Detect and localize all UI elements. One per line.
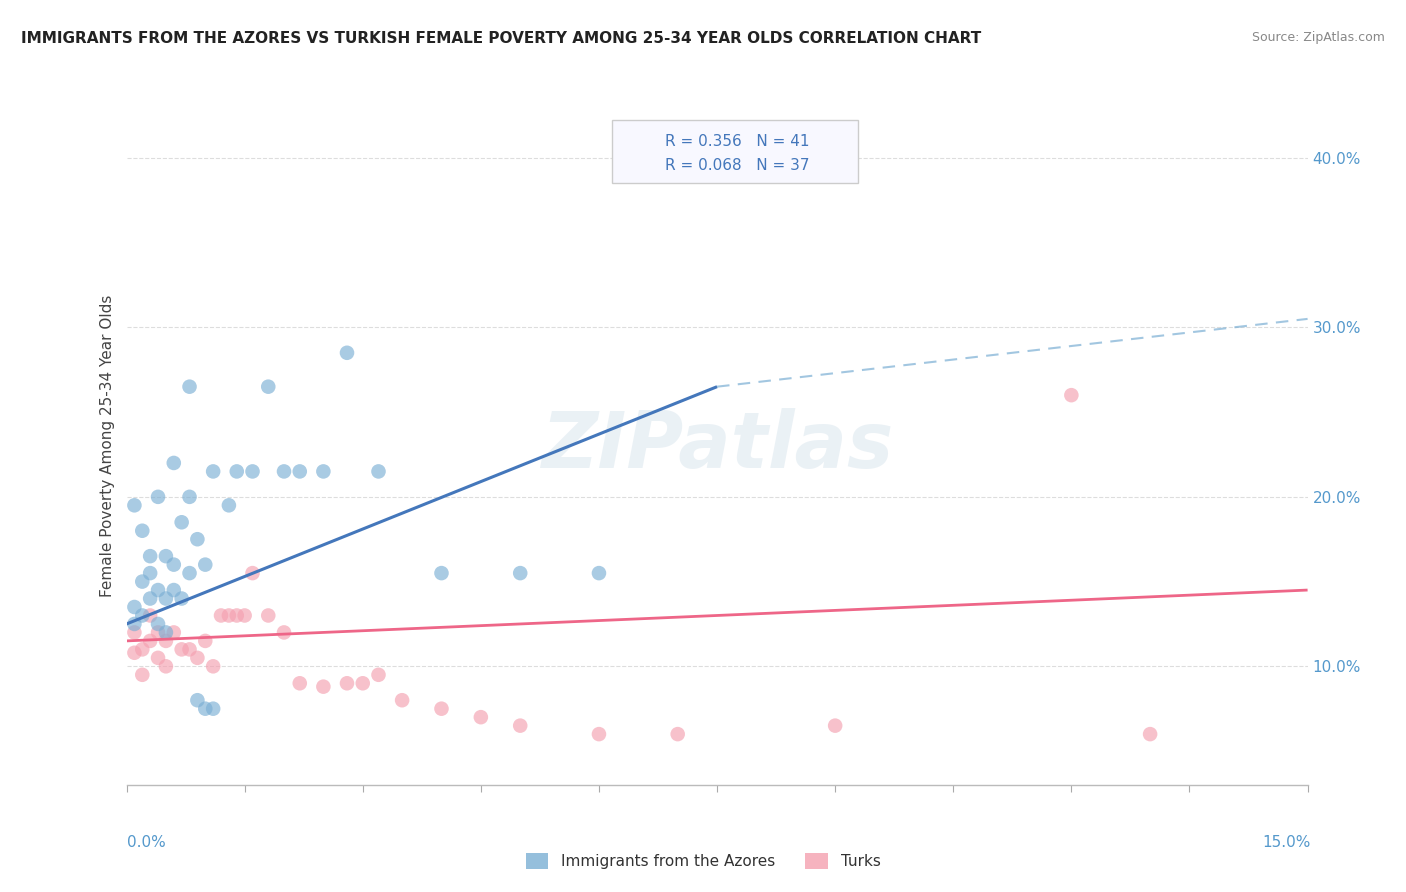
Legend: Immigrants from the Azores, Turks: Immigrants from the Azores, Turks (519, 847, 887, 875)
Point (336, 345, 359, 359)
Point (202, 659, 225, 673)
Point (391, 693, 413, 707)
Point (146, 651, 169, 665)
Point (1139, 727, 1161, 741)
Text: Source: ZipAtlas.com: Source: ZipAtlas.com (1251, 31, 1385, 45)
Point (146, 490, 169, 504)
Point (155, 633, 177, 648)
Point (242, 566, 264, 581)
Point (131, 642, 153, 657)
Point (186, 532, 208, 546)
Point (179, 490, 201, 504)
Point (352, 676, 374, 690)
Point (194, 633, 217, 648)
Point (170, 642, 193, 657)
Point (1060, 388, 1083, 402)
Point (336, 676, 359, 690)
Point (218, 608, 240, 623)
Text: ZIPatlas: ZIPatlas (541, 408, 893, 484)
Point (163, 558, 186, 572)
Point (139, 633, 162, 648)
Point (146, 617, 169, 632)
Point (312, 464, 335, 478)
Point (257, 380, 280, 394)
Point (139, 608, 162, 623)
Point (131, 608, 153, 623)
Point (509, 566, 531, 581)
Point (273, 464, 295, 478)
Point (124, 498, 146, 512)
Point (163, 583, 186, 598)
Point (218, 498, 240, 512)
Point (225, 464, 247, 478)
Point (288, 676, 311, 690)
Y-axis label: Female Poverty Among 25-34 Year Olds: Female Poverty Among 25-34 Year Olds (100, 295, 115, 597)
Point (209, 608, 232, 623)
Point (163, 456, 186, 470)
Point (124, 625, 146, 640)
Point (163, 625, 186, 640)
Point (155, 591, 177, 606)
Point (430, 701, 453, 715)
Point (288, 464, 311, 478)
Point (179, 642, 201, 657)
Point (170, 516, 193, 530)
Point (139, 549, 162, 564)
Point (186, 651, 208, 665)
Point (588, 566, 610, 581)
Text: R = 0.356   N = 41: R = 0.356 N = 41 (665, 135, 810, 149)
Point (367, 667, 389, 681)
Point (139, 566, 162, 581)
Point (131, 667, 153, 681)
Point (194, 701, 217, 715)
Text: 15.0%: 15.0% (1263, 836, 1310, 850)
Point (194, 558, 217, 572)
Point (588, 727, 610, 741)
Point (312, 680, 335, 694)
Point (155, 659, 177, 673)
Point (179, 566, 201, 581)
Point (155, 625, 177, 640)
Point (202, 464, 225, 478)
Point (666, 727, 689, 741)
Point (470, 710, 492, 724)
Point (273, 625, 295, 640)
Point (124, 617, 146, 632)
Point (257, 608, 280, 623)
Point (509, 719, 531, 733)
Point (155, 549, 177, 564)
Point (225, 608, 247, 623)
Point (367, 464, 389, 478)
Point (139, 591, 162, 606)
Point (170, 591, 193, 606)
Point (430, 566, 453, 581)
Point (146, 583, 169, 598)
Text: R = 0.068   N = 37: R = 0.068 N = 37 (665, 158, 810, 172)
Point (124, 599, 146, 614)
Point (824, 719, 846, 733)
Text: IMMIGRANTS FROM THE AZORES VS TURKISH FEMALE POVERTY AMONG 25-34 YEAR OLDS CORRE: IMMIGRANTS FROM THE AZORES VS TURKISH FE… (21, 31, 981, 46)
Point (131, 524, 153, 538)
Point (124, 646, 146, 660)
Point (233, 608, 256, 623)
Point (131, 574, 153, 589)
Point (146, 625, 169, 640)
Text: 0.0%: 0.0% (127, 836, 166, 850)
Point (242, 464, 264, 478)
Point (202, 701, 225, 715)
Point (186, 693, 208, 707)
Point (179, 380, 201, 394)
